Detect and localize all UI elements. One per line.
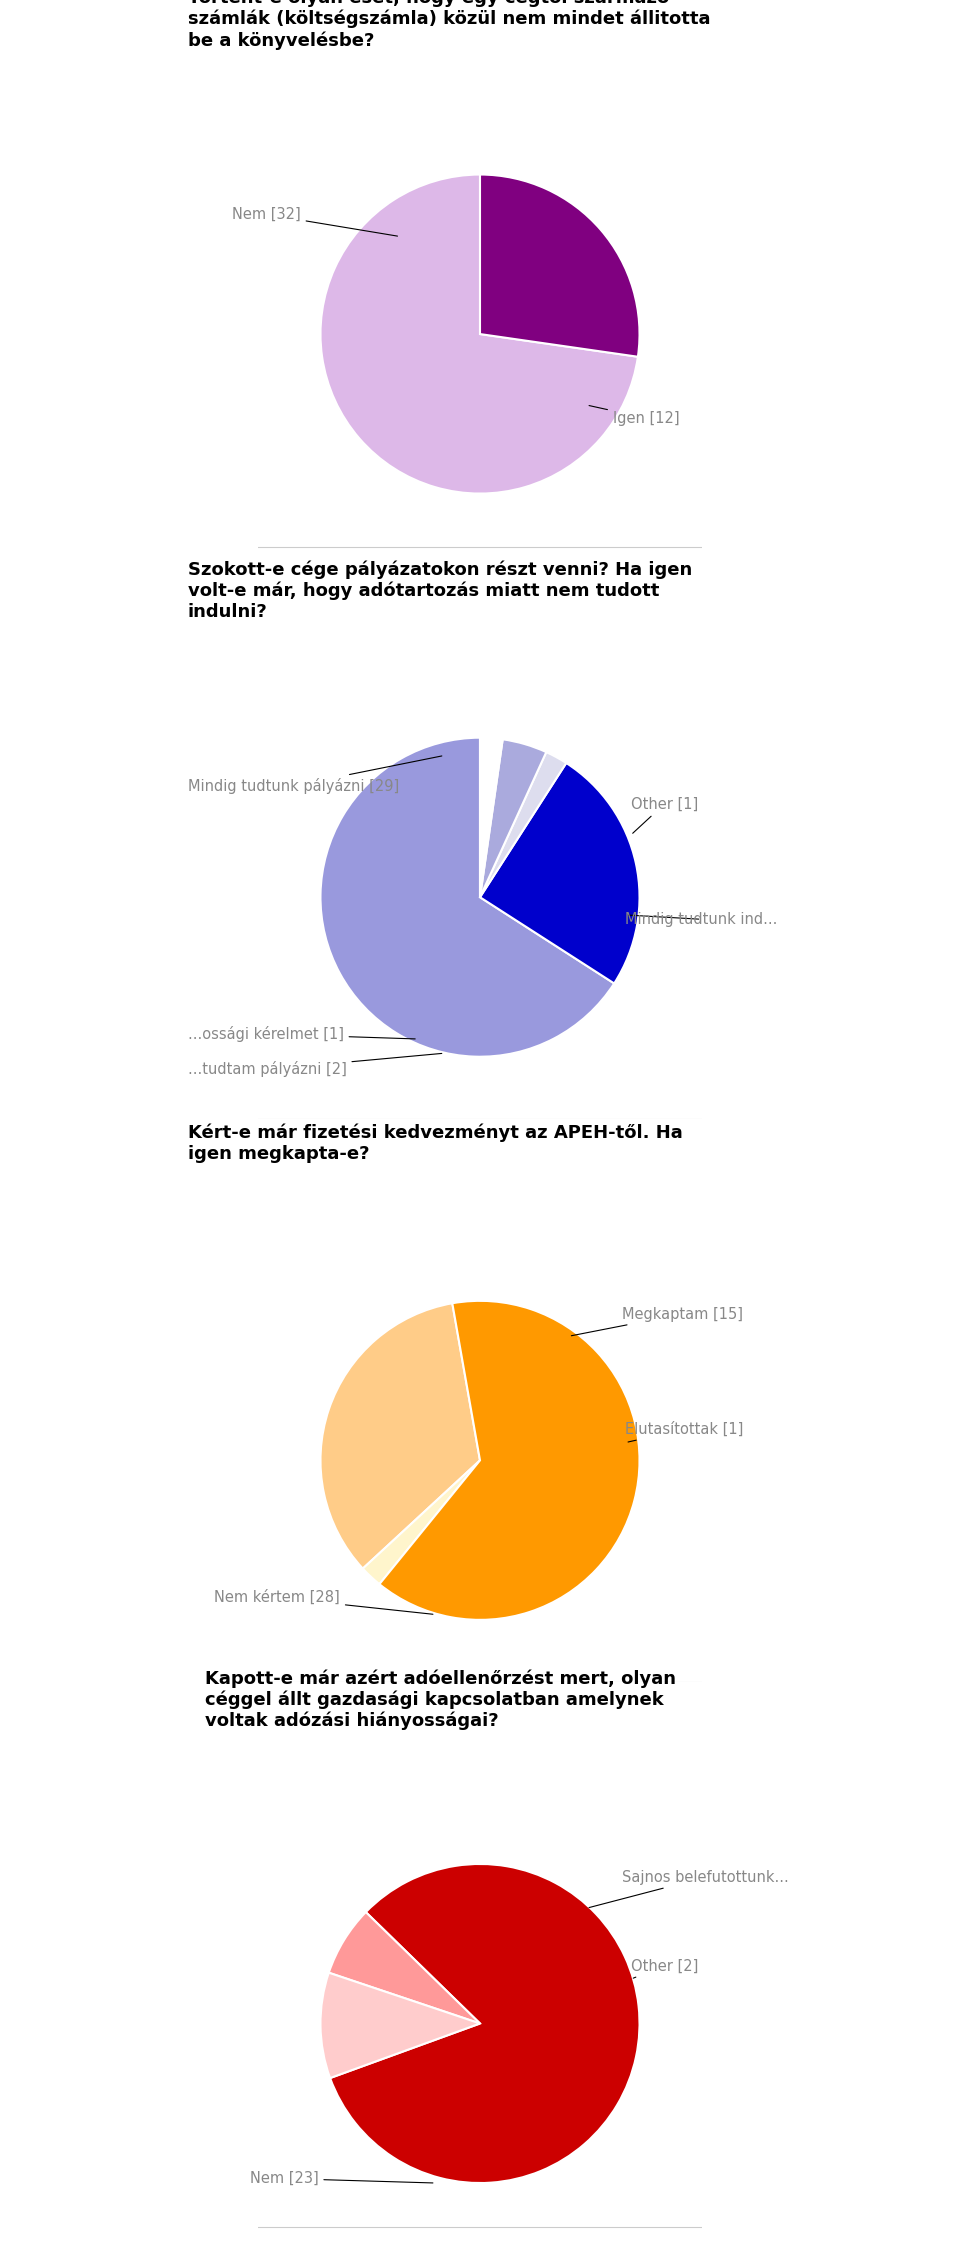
Text: Megkaptam [15]: Megkaptam [15] [571,1306,743,1335]
Text: Nem [23]: Nem [23] [250,2171,433,2187]
Text: Mindig tudtunk pályázni [29]: Mindig tudtunk pályázni [29] [187,757,442,795]
Wedge shape [321,1973,480,2079]
Text: Kért-e már fizetési kedvezményt az APEH-től. Ha
igen megkapta-e?: Kért-e már fizetési kedvezményt az APEH-… [187,1124,683,1162]
Wedge shape [328,1912,480,2025]
Text: ...tudtam pályázni [2]: ...tudtam pályázni [2] [187,1054,442,1076]
Text: Other [1]: Other [1] [631,797,698,833]
Wedge shape [321,1304,480,1570]
Text: Elutasítottak [1]: Elutasítottak [1] [625,1421,744,1441]
Text: Nem kértem [28]: Nem kértem [28] [214,1590,433,1615]
Text: Nem [32]: Nem [32] [232,207,397,236]
Text: Kapott-e már azért adóellenőrzést mert, olyan
céggel állt gazdasági kapcsolatban: Kapott-e már azért adóellenőrzést mert, … [205,1669,676,1730]
Text: Sajnos belefutottunk...: Sajnos belefutottunk... [589,1869,788,1907]
Wedge shape [480,763,639,984]
Wedge shape [330,1865,639,2182]
Wedge shape [321,176,637,493]
Text: Other [2]: Other [2] [631,1959,698,1977]
Wedge shape [379,1302,639,1619]
Text: Mindig tudtunk ind...: Mindig tudtunk ind... [625,912,778,928]
Wedge shape [321,739,614,1056]
Text: Történt-e olyan eset, hogy egy cégtől származó
számlák (költségszámla) közül nem: Történt-e olyan eset, hogy egy cégtől sz… [187,0,710,50]
Text: Szokott-e cége pályázatokon részt venni? Ha igen
volt-e már, hogy adótartozás mi: Szokott-e cége pályázatokon részt venni?… [187,561,692,622]
Wedge shape [480,176,639,356]
Text: Igen [12]: Igen [12] [589,405,680,426]
Wedge shape [480,739,546,896]
Wedge shape [363,1459,480,1583]
Wedge shape [480,739,503,896]
Wedge shape [480,752,566,896]
Text: ...ossági kérelmet [1]: ...ossági kérelmet [1] [187,1027,415,1043]
